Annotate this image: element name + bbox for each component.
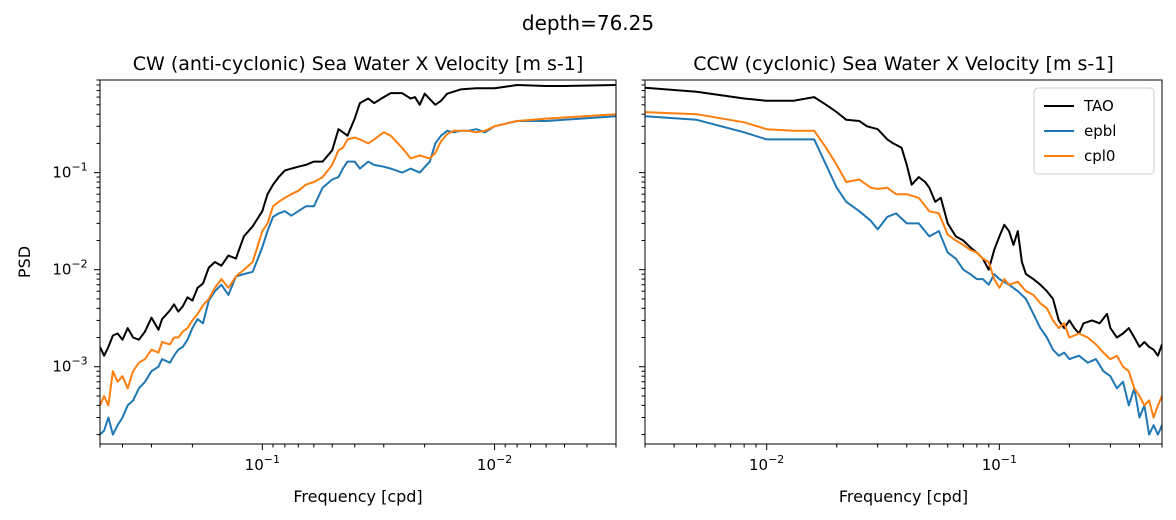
right-series-epbl-line [645, 115, 1162, 436]
right-x-axis-label: Frequency [cpd] [839, 487, 968, 506]
left-series-tao-line [100, 84, 616, 357]
left-y-tick-label: 10−3 [52, 355, 87, 376]
legend-label-tao: TAO [1083, 97, 1114, 115]
right-series-group [645, 86, 1162, 436]
left-series-group [100, 84, 616, 436]
left-series-cpl0-line [100, 113, 616, 407]
right-panel-ccw: 10−2 10−1 CCW (cyclonic) Sea Water X Veloc… [639, 53, 1163, 506]
legend-label-epbl: epbl [1084, 122, 1116, 140]
left-x-axis-label: Frequency [cpd] [293, 487, 422, 506]
right-series-tao-line [645, 86, 1162, 357]
left-panel-cw: 10−1 10−2 10−1 10−2 10−3 CW (anti-cyclonic) S… [15, 53, 617, 506]
right-x-tick-label: 10−2 [749, 453, 784, 474]
figure-suptitle: depth=76.25 [522, 11, 654, 35]
left-series-epbl-line [100, 115, 616, 436]
legend-box [1033, 87, 1155, 175]
left-y-tick-label: 10−2 [52, 258, 87, 279]
right-axes-frame [644, 79, 1163, 445]
left-panel-title: CW (anti-cyclonic) Sea Water X Velocity … [133, 53, 584, 75]
legend: TAO epbl cpl0 [1033, 87, 1155, 175]
left-y-tick-label: 10−1 [52, 161, 87, 182]
right-series-cpl0-line [645, 111, 1162, 419]
right-x-tick-label: 10−1 [982, 453, 1017, 474]
left-y-axis-label: PSD [15, 246, 34, 278]
left-axes-frame [99, 79, 617, 445]
right-panel-title: CCW (cyclonic) Sea Water X Velocity [m s… [693, 53, 1114, 75]
left-x-tick-label: 10−1 [245, 453, 280, 474]
legend-label-cpl0: cpl0 [1084, 147, 1115, 165]
left-x-tick-label: 10−2 [477, 453, 512, 474]
